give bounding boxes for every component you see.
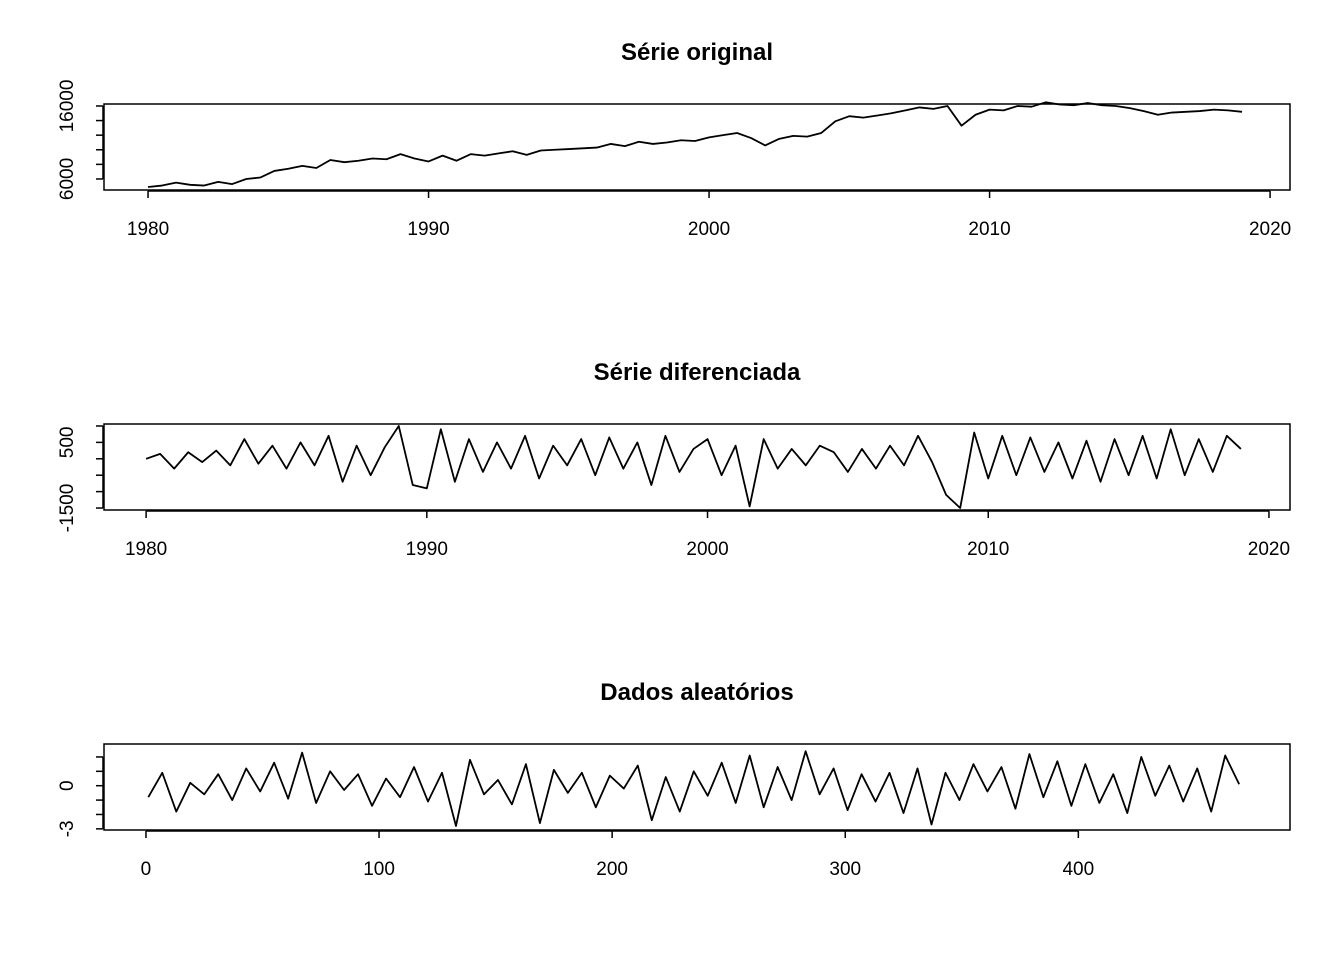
x-tick-label: 300 — [829, 859, 861, 880]
y-tick-label: -3 — [57, 820, 78, 837]
x-tick-label: 2020 — [1249, 219, 1291, 240]
chart-title: Dados aleatórios — [600, 679, 793, 706]
x-tick-label: 2010 — [968, 219, 1010, 240]
x-tick-label: 2000 — [688, 219, 730, 240]
plot-frame — [103, 423, 1291, 511]
y-tick-label: 500 — [57, 427, 78, 459]
x-tick-label: 1980 — [125, 539, 167, 560]
x-tick-label: 2000 — [686, 539, 728, 560]
x-tick-label: 1990 — [406, 539, 448, 560]
x-tick-label: 1990 — [407, 219, 449, 240]
x-tick-label: 1980 — [127, 219, 169, 240]
x-tick-label: 200 — [596, 859, 628, 880]
x-tick-label: 2020 — [1248, 539, 1290, 560]
plot-frame — [103, 743, 1291, 831]
y-tick-label: -1500 — [57, 484, 78, 533]
series-line — [145, 425, 1242, 509]
y-tick-label: 0 — [57, 780, 78, 791]
x-tick-label: 0 — [141, 859, 152, 880]
x-tick-label: 400 — [1062, 859, 1094, 880]
series-line — [147, 101, 1243, 188]
x-tick-label: 100 — [363, 859, 395, 880]
chart-title: Série original — [621, 39, 773, 66]
y-tick-label: 16000 — [57, 80, 78, 133]
chart-title: Série diferenciada — [594, 359, 801, 386]
y-tick-label: 6000 — [57, 158, 78, 200]
plot-frame — [103, 103, 1291, 191]
series-line — [147, 750, 1240, 827]
x-tick-label: 2010 — [967, 539, 1009, 560]
